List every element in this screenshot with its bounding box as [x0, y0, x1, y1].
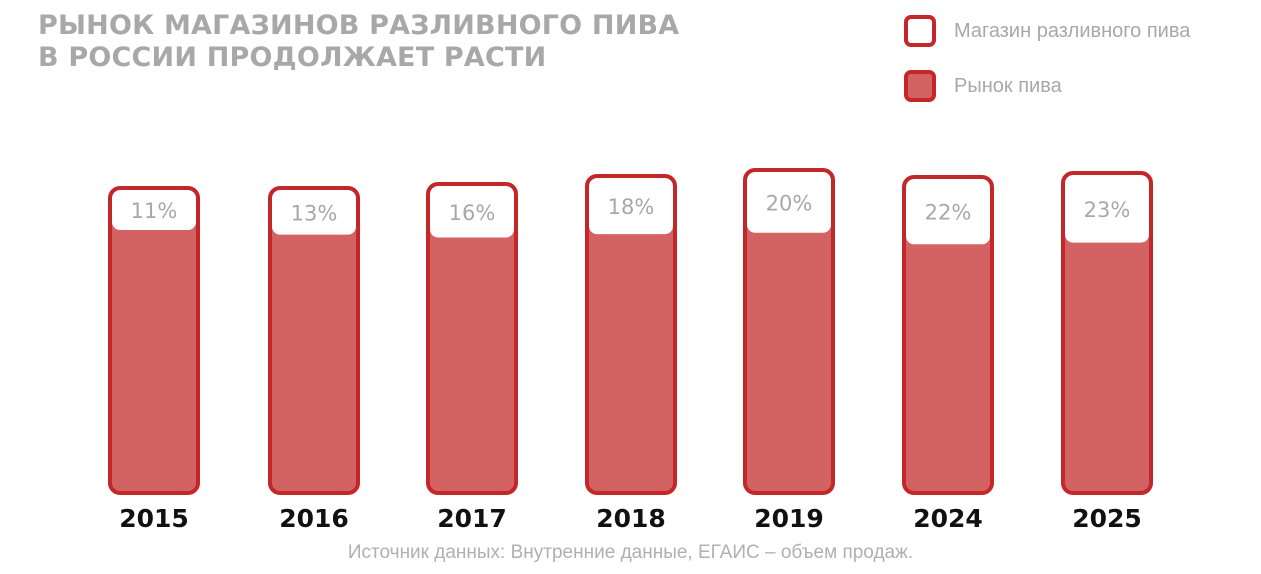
bar-beer-market [587, 176, 675, 493]
bar-draft-store-share [747, 172, 831, 233]
x-tick-label: 2018 [596, 504, 666, 533]
chart-title-line-1: Рынок магазинов разливного пива [38, 10, 680, 41]
bar-draft-store-share [272, 190, 356, 235]
data-label: 16% [449, 201, 496, 225]
legend-swatch-draft-store [904, 15, 936, 47]
x-tick-label: 2024 [913, 504, 983, 533]
bar-beer-market [270, 188, 358, 493]
x-tick-label: 2017 [437, 504, 507, 533]
data-label: 22% [925, 201, 972, 225]
data-label: 11% [131, 199, 178, 223]
legend-label: Магазин разливного пива [954, 19, 1191, 42]
x-tick-label: 2025 [1072, 504, 1142, 533]
legend-swatch-beer-market [904, 70, 936, 102]
x-tick-label: 2019 [754, 504, 824, 533]
chart-title-line-2: в России продолжает расти [38, 42, 547, 73]
source-note: Источник данных: Внутренние данные, ЕГАИ… [347, 542, 914, 563]
bar-draft-store-share [906, 179, 990, 245]
bar-draft-store-share [430, 186, 514, 238]
bar-beer-market [428, 184, 516, 493]
data-label: 18% [608, 195, 655, 219]
bar-beer-market [110, 188, 198, 493]
bar-draft-store-share [589, 178, 673, 235]
x-tick-label: 2016 [279, 504, 349, 533]
data-label: 23% [1084, 198, 1131, 222]
bar-draft-store-share [1065, 175, 1149, 243]
bar-outline [1061, 171, 1153, 495]
bar-beer-market [745, 170, 833, 493]
bar-outline [585, 174, 677, 495]
legend-item-beer-market: Рынок пива [904, 67, 1190, 105]
bar-beer-market [1063, 173, 1151, 493]
legend-label: Рынок пива [954, 74, 1062, 97]
bar-outline [743, 168, 835, 495]
bar-draft-store-share [112, 190, 196, 230]
bar-beer-market [904, 177, 992, 493]
chart-title: Рынок магазинов разливного пива в России… [38, 10, 679, 74]
legend-item-draft-store: Магазин разливного пива [904, 12, 1190, 50]
legend: Магазин разливного пива Рынок пива [904, 12, 1190, 122]
x-tick-label: 2015 [119, 504, 189, 533]
data-label: 13% [291, 201, 338, 225]
bar-outline [108, 186, 200, 495]
bar-outline [426, 182, 518, 495]
bar-outline [268, 186, 360, 495]
bar-outline [902, 175, 994, 495]
data-label: 20% [766, 191, 813, 215]
